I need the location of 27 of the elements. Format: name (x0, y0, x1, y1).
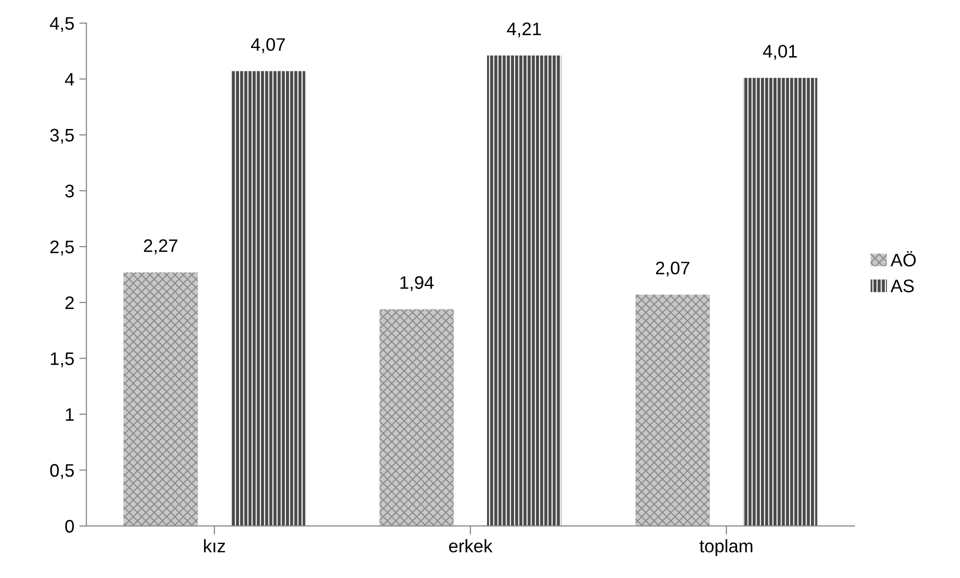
bar (636, 294, 710, 526)
y-tick-label: 0 (65, 520, 74, 533)
x-tick-label: toplam (700, 539, 752, 556)
bar (743, 78, 818, 526)
y-tick-label: 4,5 (50, 17, 74, 32)
y-tick-label: 3,5 (50, 128, 74, 144)
y-tick-label: 3 (65, 184, 74, 198)
legend-label: AS (890, 280, 914, 292)
x-tick-label: erkek (449, 539, 493, 552)
bar (231, 71, 306, 526)
y-tick-label: 0,5 (50, 464, 74, 479)
data-label: 2,27 (144, 239, 178, 254)
bar (124, 272, 198, 526)
data-label: 4,07 (251, 38, 285, 54)
y-tick-label: 1 (66, 408, 74, 421)
x-tick-label: kız (204, 539, 226, 552)
bar (487, 56, 562, 526)
y-tick-label: 2 (65, 296, 74, 310)
y-tick-label: 1,5 (50, 352, 74, 368)
legend-label: AÖ (890, 251, 916, 266)
data-label: 4,21 (507, 22, 541, 38)
y-tick-label: 4 (64, 73, 74, 86)
data-label: 2,07 (656, 262, 690, 277)
bar (380, 309, 454, 526)
data-label: 4,01 (763, 44, 797, 60)
y-tick-label: 2,5 (50, 240, 74, 256)
data-label: 1,94 (400, 276, 434, 292)
